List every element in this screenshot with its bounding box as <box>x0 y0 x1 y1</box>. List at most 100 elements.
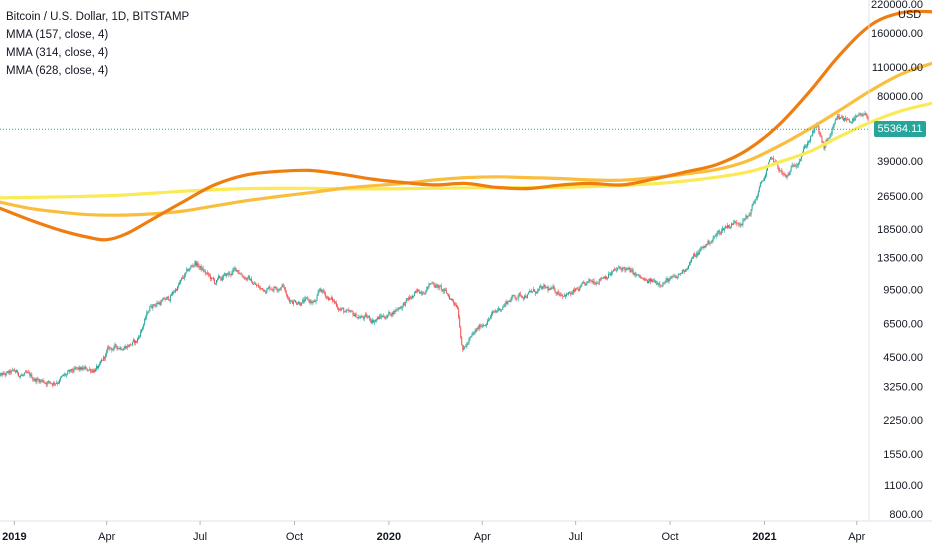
candle <box>234 265 236 272</box>
candle <box>780 169 782 172</box>
candle <box>76 367 78 371</box>
candle <box>837 114 839 120</box>
candle <box>119 345 121 351</box>
candle <box>439 284 441 287</box>
candle <box>498 306 500 312</box>
candle <box>31 372 33 379</box>
ma-line-2 <box>0 61 932 217</box>
candle <box>289 299 291 305</box>
candle <box>421 290 423 296</box>
candle <box>371 317 373 325</box>
candle <box>354 312 356 318</box>
candle <box>624 266 626 273</box>
candle <box>275 286 277 291</box>
candle <box>146 310 148 320</box>
candle <box>712 235 714 243</box>
candle <box>703 244 705 251</box>
candle <box>550 285 552 290</box>
candle <box>846 117 848 123</box>
candle <box>642 277 644 281</box>
candle <box>122 347 124 351</box>
candle <box>302 298 304 304</box>
candle <box>143 323 145 330</box>
candle <box>763 175 765 182</box>
candle <box>539 285 541 291</box>
candle <box>478 323 480 332</box>
candle <box>239 272 241 275</box>
candle <box>590 279 592 282</box>
candle <box>55 380 57 385</box>
candle <box>331 296 333 303</box>
candle <box>383 313 385 318</box>
candle <box>132 337 134 343</box>
candle <box>447 293 449 298</box>
candle <box>455 302 457 306</box>
candle <box>832 123 834 131</box>
candle <box>609 272 611 276</box>
candle <box>854 115 856 122</box>
candle <box>236 269 238 273</box>
candle <box>284 286 286 293</box>
candle <box>16 370 18 375</box>
candle <box>258 282 260 288</box>
candle <box>580 284 582 289</box>
candle <box>725 225 727 229</box>
candle <box>212 276 214 281</box>
candle <box>18 375 20 379</box>
candle <box>548 286 550 292</box>
candle <box>486 318 488 326</box>
candle <box>298 300 300 305</box>
candle <box>666 276 668 283</box>
candle <box>180 279 182 285</box>
candle <box>781 167 783 175</box>
candle <box>502 305 504 310</box>
candle <box>749 212 751 217</box>
candle <box>857 114 859 117</box>
candle <box>33 377 35 382</box>
candle <box>616 267 618 273</box>
candle <box>729 224 731 229</box>
candle <box>411 294 413 299</box>
candle <box>211 277 213 279</box>
candle <box>730 226 732 230</box>
candle <box>414 291 416 297</box>
candle <box>256 283 258 288</box>
candle <box>315 300 317 305</box>
candle <box>546 286 548 288</box>
candle <box>432 281 434 285</box>
candle <box>849 118 851 123</box>
candle <box>446 292 448 296</box>
candle <box>782 171 784 177</box>
candle <box>547 284 549 293</box>
candle <box>82 365 84 372</box>
candle <box>126 343 128 351</box>
candle <box>709 242 711 246</box>
candle <box>231 270 233 277</box>
candle <box>131 341 133 347</box>
candle <box>156 300 158 308</box>
y-tick-label: 9500.00 <box>883 284 923 296</box>
candle <box>739 222 741 228</box>
candle <box>598 278 600 286</box>
candle <box>541 285 543 291</box>
candle <box>494 309 496 313</box>
candle <box>720 228 722 236</box>
candle <box>418 289 420 292</box>
candle <box>408 294 410 301</box>
candle <box>183 275 185 279</box>
candle <box>413 295 415 299</box>
y-tick-label: 39000.00 <box>877 156 923 168</box>
candle <box>788 171 790 177</box>
candle <box>534 288 536 293</box>
candle <box>179 280 181 286</box>
candle <box>366 314 368 319</box>
candle <box>740 222 742 228</box>
y-tick-label: 800.00 <box>889 509 923 521</box>
candle <box>469 336 471 342</box>
candle <box>454 302 456 307</box>
candle <box>643 277 645 282</box>
candle <box>809 139 811 143</box>
candle <box>483 325 485 327</box>
candle <box>713 235 715 240</box>
